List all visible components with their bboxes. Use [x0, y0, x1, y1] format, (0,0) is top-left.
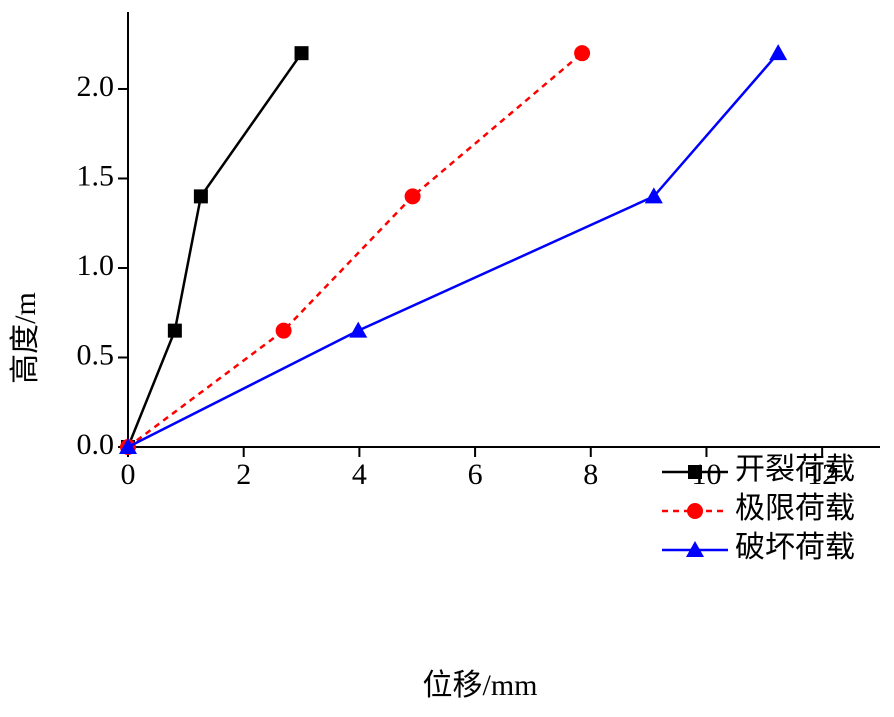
marker [769, 44, 788, 61]
y-tick-label: 1.5 [77, 159, 115, 192]
marker [644, 187, 663, 204]
series-line [127, 52, 780, 449]
x-tick-label: 4 [352, 458, 367, 491]
marker [686, 541, 704, 557]
marker [688, 465, 702, 479]
y-tick-label: 0.0 [77, 428, 115, 461]
y-tick-label: 2.0 [77, 70, 115, 103]
marker [119, 438, 137, 454]
marker [193, 189, 208, 204]
y-tick-label: 0.5 [77, 338, 115, 371]
series-line [127, 52, 583, 449]
marker [687, 503, 703, 519]
x-tick-label: 2 [236, 458, 251, 491]
x-axis-label: 位移/mm [422, 669, 537, 702]
y-axis-label: 高度/m [9, 292, 42, 384]
marker [275, 322, 292, 339]
marker [167, 323, 182, 338]
x-tick-label: 12 [807, 458, 837, 491]
marker [404, 188, 421, 205]
x-tick-label: 8 [583, 458, 598, 491]
marker [294, 46, 309, 61]
x-tick-label: 0 [121, 458, 136, 491]
x-tick-label: 6 [468, 458, 483, 491]
legend-label: 破坏荷载 [735, 531, 855, 564]
marker [574, 45, 591, 62]
y-tick-label: 1.0 [77, 249, 115, 282]
marker [349, 321, 368, 338]
legend-label: 开裂荷载 [735, 453, 855, 486]
legend-label: 极限荷载 [735, 492, 855, 525]
series-line [126, 52, 303, 448]
